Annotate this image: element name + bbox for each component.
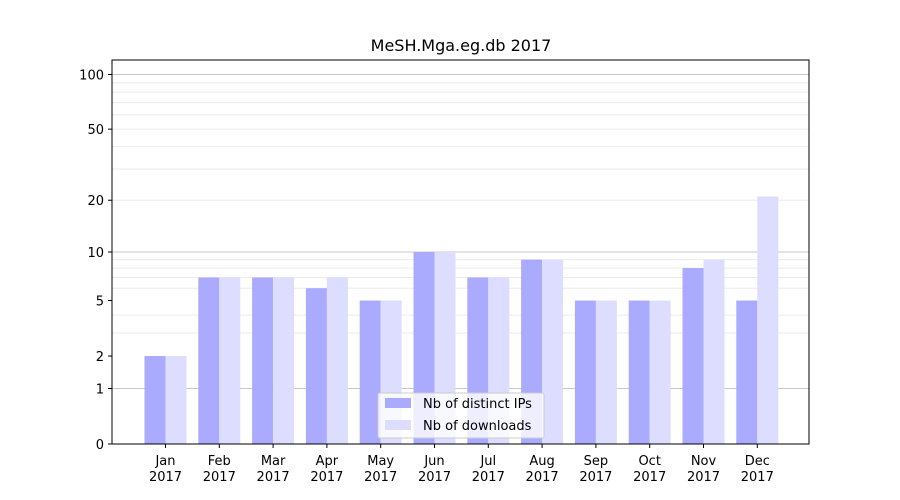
x-tick-label-year: 2017 <box>579 470 612 485</box>
bar-ips-mar <box>252 277 274 444</box>
x-tick-label-month: Nov <box>691 454 717 469</box>
x-tick-label-year: 2017 <box>310 470 343 485</box>
y-tick-label: 1 <box>96 382 104 397</box>
x-tick-label-month: Dec <box>745 454 770 469</box>
bar-downloads-sep <box>595 300 617 444</box>
x-tick-label-year: 2017 <box>526 470 559 485</box>
legend-box <box>377 392 545 439</box>
x-tick-label-year: 2017 <box>257 470 290 485</box>
bar-downloads-mar <box>273 277 295 444</box>
x-tick-label-year: 2017 <box>633 470 666 485</box>
bar-ips-nov <box>682 268 704 444</box>
bar-ips-apr <box>305 288 327 444</box>
bars <box>144 196 779 444</box>
x-tick-label-month: Sep <box>584 454 609 469</box>
bar-ips-feb <box>198 277 220 444</box>
x-tick-label-year: 2017 <box>364 470 397 485</box>
x-tick-label-year: 2017 <box>203 470 236 485</box>
legend-swatch-ips <box>385 398 411 408</box>
x-tick-label-year: 2017 <box>472 470 505 485</box>
y-tick-label: 50 <box>87 123 104 138</box>
y-tick-label: 2 <box>96 350 104 365</box>
bar-downloads-feb <box>219 277 241 444</box>
x-tick-label-year: 2017 <box>149 470 182 485</box>
legend-label-downloads: Nb of downloads <box>423 419 532 434</box>
bar-downloads-oct <box>649 300 671 444</box>
grid-lines <box>112 73 809 389</box>
bar-downloads-apr <box>326 277 348 444</box>
y-tick-label: 10 <box>87 246 104 261</box>
bar-ips-sep <box>574 300 596 444</box>
bar-ips-jan <box>144 356 166 444</box>
x-tick-label-month: Jul <box>479 454 496 469</box>
y-axis: 0 1 2 5 10 20 50 100 <box>79 68 112 453</box>
bar-ips-oct <box>628 300 650 444</box>
legend-swatch-downloads <box>385 420 411 430</box>
bar-downloads-dec <box>757 196 779 444</box>
y-tick-label: 20 <box>87 194 104 209</box>
x-tick-label-year: 2017 <box>741 470 774 485</box>
y-tick-label: 5 <box>96 295 104 310</box>
x-tick-label-year: 2017 <box>687 470 720 485</box>
x-axis: Jan2017Feb2017Mar2017Apr2017May2017Jun20… <box>149 444 774 485</box>
y-tick-label: 0 <box>96 438 104 453</box>
bar-downloads-aug <box>542 259 564 444</box>
bar-downloads-nov <box>703 259 725 444</box>
x-tick-label-month: Oct <box>638 454 660 469</box>
x-tick-label-month: Mar <box>261 454 286 469</box>
x-tick-label-month: Aug <box>529 454 554 469</box>
x-tick-label-month: Jan <box>154 454 175 469</box>
x-tick-label-month: May <box>367 454 394 469</box>
legend: Nb of distinct IPs Nb of downloads <box>377 392 545 439</box>
bar-ips-may <box>359 300 381 444</box>
x-tick-label-month: Feb <box>208 454 231 469</box>
legend-label-ips: Nb of distinct IPs <box>423 397 532 412</box>
y-tick-label: 100 <box>79 68 104 83</box>
x-tick-label-month: Apr <box>316 454 339 469</box>
bar-ips-dec <box>736 300 758 444</box>
bar-downloads-jan <box>165 356 187 444</box>
chart-title: MeSH.Mga.eg.db 2017 <box>371 36 552 55</box>
x-tick-label-month: Jun <box>423 454 444 469</box>
x-tick-label-year: 2017 <box>418 470 451 485</box>
